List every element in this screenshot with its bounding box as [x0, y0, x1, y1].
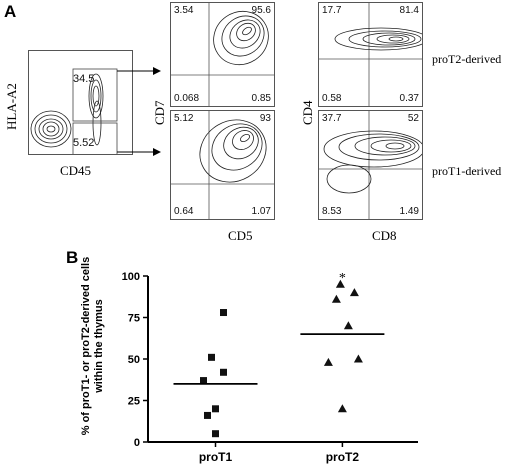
- q2-lr-value: 0.37: [399, 93, 419, 104]
- data-point-square: [220, 309, 227, 317]
- protT1-derived-label: proT1-derived: [432, 164, 502, 178]
- contour-cd5-cd7-top: [171, 3, 274, 106]
- q3-ul-value: 5.12: [174, 113, 194, 124]
- quadrant-plot-cd7-cd5-protT2: 3.54 95.6 0.068 0.85: [170, 2, 275, 107]
- panel-a-letter: A: [4, 2, 17, 21]
- cd5-axis-label: CD5: [228, 228, 253, 243]
- q4-lr-value: 1.49: [399, 206, 419, 217]
- data-point-triangle: [331, 294, 341, 303]
- quadrant-plot-cd4-cd8-protT1: 37.7 52 8.53 1.49: [318, 110, 423, 220]
- data-point-triangle: [323, 357, 333, 366]
- q4-ur-value: 52: [407, 113, 419, 124]
- y-tick-label: 75: [128, 313, 140, 325]
- q3-lr-value: 1.07: [251, 206, 271, 217]
- panel-b-letter: B: [66, 248, 79, 267]
- contour-cd8-cd4-top: [319, 3, 422, 106]
- q4-ul-value: 37.7: [322, 113, 342, 124]
- data-point-square: [200, 377, 207, 385]
- data-point-square: [212, 405, 219, 413]
- q3-ur-value: 93: [259, 113, 271, 124]
- data-point-square: [208, 353, 215, 361]
- y-tick-label: 25: [128, 396, 140, 408]
- q3-ll-value: 0.64: [174, 206, 194, 217]
- upper-gate-value: 34.5: [73, 73, 95, 85]
- data-point-triangle: [335, 279, 345, 288]
- data-point-triangle: [337, 404, 347, 413]
- q1-ul-value: 3.54: [174, 5, 194, 16]
- q1-ur-value: 95.6: [251, 5, 271, 16]
- data-point-triangle: [349, 288, 359, 297]
- protT2-derived-label: proT2-derived: [432, 52, 502, 66]
- q2-ll-value: 0.58: [322, 93, 342, 104]
- data-point-triangle: [353, 354, 363, 363]
- contour-cd5-cd7-bottom: [171, 111, 274, 219]
- gating-contours: [30, 68, 118, 154]
- y-tick-label: 100: [122, 271, 140, 283]
- q1-ll-value: 0.068: [174, 93, 200, 104]
- data-point-square: [212, 430, 219, 438]
- q4-ll-value: 8.53: [322, 206, 342, 217]
- y-tick-label: 0: [134, 437, 140, 449]
- quadrant-plot-cd4-cd8-protT2: 17.7 81.4 0.58 0.37: [318, 2, 423, 107]
- lower-gate-value: 5.52: [73, 137, 95, 149]
- cd8-axis-label: CD8: [372, 228, 397, 243]
- q2-ul-value: 17.7: [322, 5, 342, 16]
- data-point-square: [220, 368, 227, 376]
- cd45-axis-label: CD45: [60, 163, 92, 178]
- x-tick-label: proT2: [326, 450, 360, 464]
- contour-cd8-cd4-bottom: [319, 111, 422, 219]
- q1-lr-value: 0.85: [251, 93, 271, 104]
- q2-ur-value: 81.4: [399, 5, 419, 16]
- data-point-triangle: [343, 321, 353, 330]
- quadrant-plot-cd7-cd5-protT1: 5.12 93 0.64 1.07: [170, 110, 275, 220]
- data-point-square: [204, 411, 211, 419]
- gating-plot: 34.5 5.52: [28, 50, 133, 155]
- significance-asterisk: *: [339, 271, 346, 286]
- x-tick-label: proT1: [199, 450, 233, 464]
- y-tick-label: 50: [128, 354, 140, 366]
